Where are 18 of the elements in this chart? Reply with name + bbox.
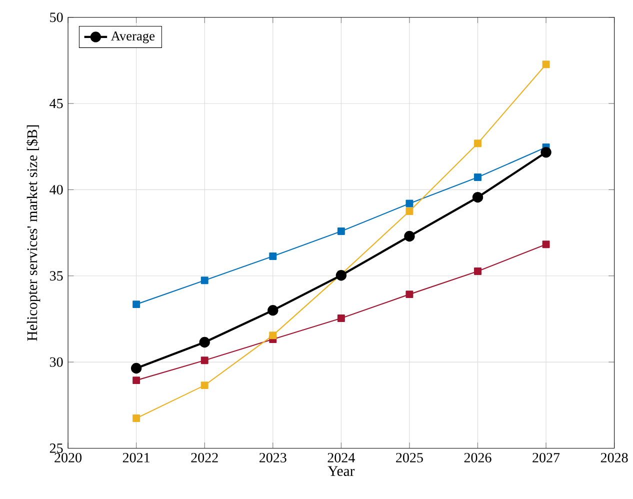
x-axis-title: Year xyxy=(328,466,355,476)
x-tick-label: 2025 xyxy=(396,452,423,462)
y-tick-label: 30 xyxy=(50,357,63,367)
x-tick-label: 2022 xyxy=(191,452,218,462)
x-tick-label: 2023 xyxy=(259,452,286,462)
x-tick-label: 2028 xyxy=(600,452,628,462)
x-tick-label: 2024 xyxy=(328,452,355,462)
y-tick-label: 35 xyxy=(50,271,63,281)
x-tick-label: 2020 xyxy=(54,452,82,462)
y-tick-label: 40 xyxy=(50,185,63,194)
x-tick-label: 2026 xyxy=(464,452,492,462)
legend-label: Average xyxy=(110,32,155,44)
x-tick-label: 2021 xyxy=(122,452,150,462)
y-tick-label: 25 xyxy=(50,444,63,453)
y-tick-label: 45 xyxy=(50,98,63,108)
y-tick-label: 50 xyxy=(50,12,63,22)
x-tick-label: 2027 xyxy=(532,452,560,462)
y-axis-title: Helicopter services' market size [$B] xyxy=(26,125,40,341)
